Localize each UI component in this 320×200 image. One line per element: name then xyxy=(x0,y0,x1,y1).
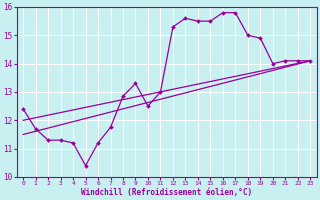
X-axis label: Windchill (Refroidissement éolien,°C): Windchill (Refroidissement éolien,°C) xyxy=(81,188,252,197)
